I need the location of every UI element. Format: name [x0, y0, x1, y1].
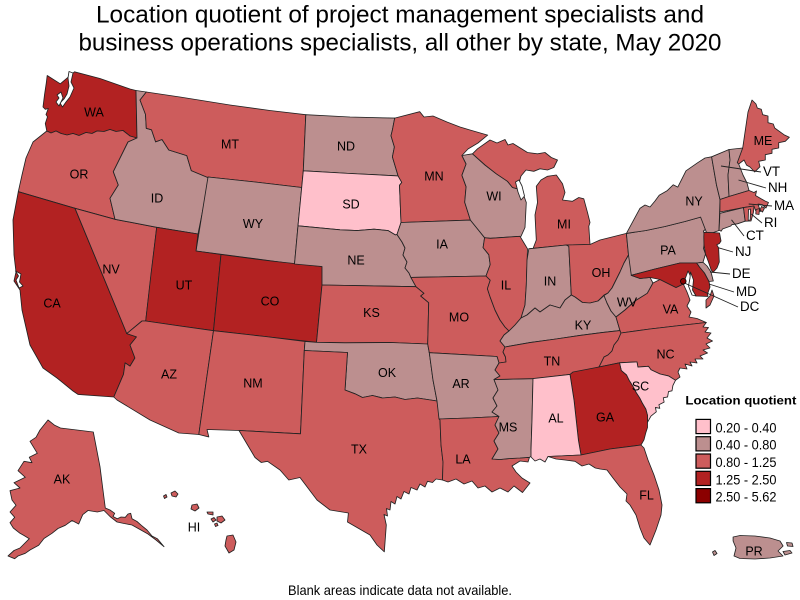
svg-text:NV: NV — [102, 263, 120, 277]
svg-text:SC: SC — [632, 380, 649, 394]
svg-text:CO: CO — [261, 295, 280, 309]
svg-text:IL: IL — [501, 279, 511, 293]
svg-text:NM: NM — [243, 377, 262, 391]
svg-text:Location quotient: Location quotient — [685, 393, 796, 407]
svg-text:DC: DC — [740, 299, 760, 314]
svg-text:DE: DE — [732, 266, 751, 281]
svg-text:MI: MI — [557, 218, 571, 232]
svg-text:ME: ME — [754, 134, 773, 148]
svg-text:2.50 - 5.62: 2.50 - 5.62 — [716, 490, 777, 505]
svg-text:OK: OK — [378, 366, 397, 380]
svg-text:0.40 - 0.80: 0.40 - 0.80 — [716, 438, 777, 453]
svg-text:AL: AL — [548, 412, 563, 426]
svg-text:AZ: AZ — [161, 368, 177, 382]
svg-text:SD: SD — [342, 198, 359, 212]
svg-text:TX: TX — [351, 443, 368, 457]
svg-text:LA: LA — [455, 453, 471, 467]
svg-text:MT: MT — [221, 138, 239, 152]
svg-text:MO: MO — [449, 311, 469, 325]
svg-text:WA: WA — [84, 106, 104, 120]
svg-text:CA: CA — [43, 297, 61, 311]
svg-text:KS: KS — [363, 306, 380, 320]
svg-text:NE: NE — [347, 254, 364, 268]
svg-text:AK: AK — [54, 473, 71, 487]
svg-text:0.20 - 0.40: 0.20 - 0.40 — [716, 420, 777, 435]
svg-text:MS: MS — [499, 421, 518, 435]
svg-text:UT: UT — [176, 279, 193, 293]
svg-text:CT: CT — [746, 228, 764, 243]
svg-text:OR: OR — [70, 168, 89, 182]
svg-text:MN: MN — [424, 170, 443, 184]
svg-text:PR: PR — [745, 545, 762, 559]
svg-text:TN: TN — [544, 355, 561, 369]
svg-text:MD: MD — [736, 284, 757, 299]
svg-text:NJ: NJ — [735, 244, 751, 259]
svg-text:NY: NY — [685, 195, 703, 209]
svg-text:OH: OH — [592, 266, 611, 280]
svg-text:VA: VA — [663, 303, 679, 317]
svg-text:WV: WV — [617, 296, 638, 310]
svg-text:Location quotient of project m: Location quotient of project management … — [96, 2, 704, 29]
svg-text:HI: HI — [188, 521, 201, 535]
svg-text:FL: FL — [639, 489, 654, 503]
svg-text:GA: GA — [596, 411, 615, 425]
svg-text:NH: NH — [768, 180, 787, 195]
svg-text:Blank areas indicate data not: Blank areas indicate data not available. — [288, 582, 512, 598]
svg-text:PA: PA — [660, 244, 676, 258]
svg-text:1.25 - 2.50: 1.25 - 2.50 — [716, 472, 777, 487]
svg-text:VT: VT — [763, 164, 780, 179]
svg-text:MA: MA — [774, 198, 794, 213]
svg-text:WI: WI — [486, 190, 501, 204]
svg-text:IN: IN — [544, 275, 557, 289]
svg-text:ID: ID — [151, 192, 164, 206]
svg-text:business operations specialist: business operations specialists, all oth… — [79, 30, 722, 57]
svg-text:WY: WY — [243, 217, 264, 231]
svg-text:RI: RI — [764, 215, 777, 230]
svg-text:IA: IA — [436, 238, 448, 252]
svg-text:0.80 - 1.25: 0.80 - 1.25 — [716, 455, 777, 470]
svg-text:KY: KY — [575, 319, 592, 333]
svg-text:AR: AR — [452, 377, 469, 391]
svg-text:ND: ND — [337, 140, 355, 154]
svg-text:NC: NC — [656, 348, 674, 362]
